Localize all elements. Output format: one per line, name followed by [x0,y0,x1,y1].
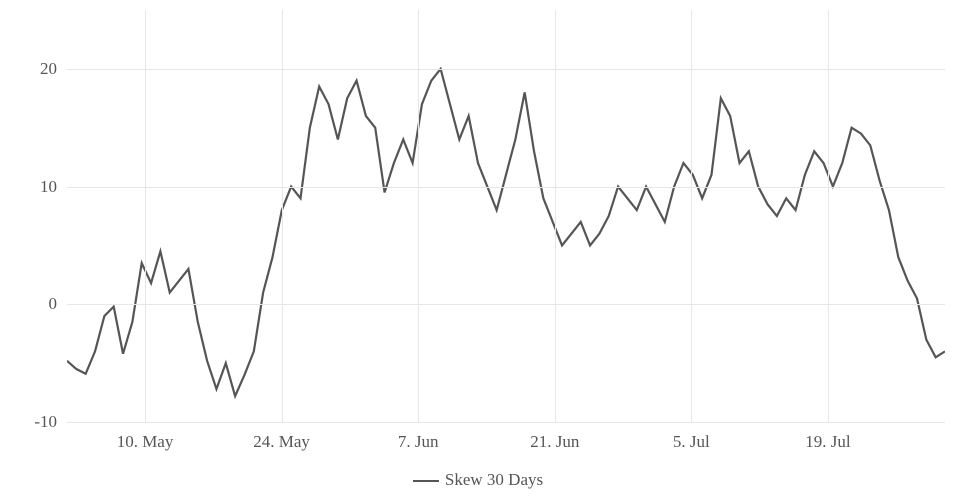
gridline-horizontal [67,69,945,70]
plot-area: -100102010. May24. May7. Jun21. Jun5. Ju… [67,10,945,422]
x-axis-tick-label: 10. May [117,432,174,452]
x-axis-tick-label: 24. May [253,432,310,452]
y-axis-tick-label: 10 [40,177,57,197]
gridline-vertical [555,10,556,422]
gridline-horizontal [67,304,945,305]
gridline-horizontal [67,422,945,423]
series-svg [67,10,945,422]
gridline-vertical [828,10,829,422]
gridline-horizontal [67,187,945,188]
gridline-vertical [691,10,692,422]
gridline-vertical [418,10,419,422]
x-axis-tick-label: 5. Jul [673,432,710,452]
y-axis-tick-label: 20 [40,59,57,79]
y-axis-tick-label: 0 [49,294,58,314]
gridline-vertical [145,10,146,422]
legend-label: Skew 30 Days [445,470,543,489]
x-axis-tick-label: 19. Jul [805,432,850,452]
x-axis-tick-label: 7. Jun [398,432,439,452]
skew-line-chart: -10 0 10 20 10. May 24. May 7. Jun 21. Jun 5. Ju… [0,0,956,501]
legend: Skew 30 Days [0,470,956,490]
gridline-vertical [282,10,283,422]
y-axis-tick-label: -10 [34,412,57,432]
legend-swatch [413,480,439,482]
skew-30-days-line [67,69,945,396]
x-axis-tick-label: 21. Jun [530,432,579,452]
